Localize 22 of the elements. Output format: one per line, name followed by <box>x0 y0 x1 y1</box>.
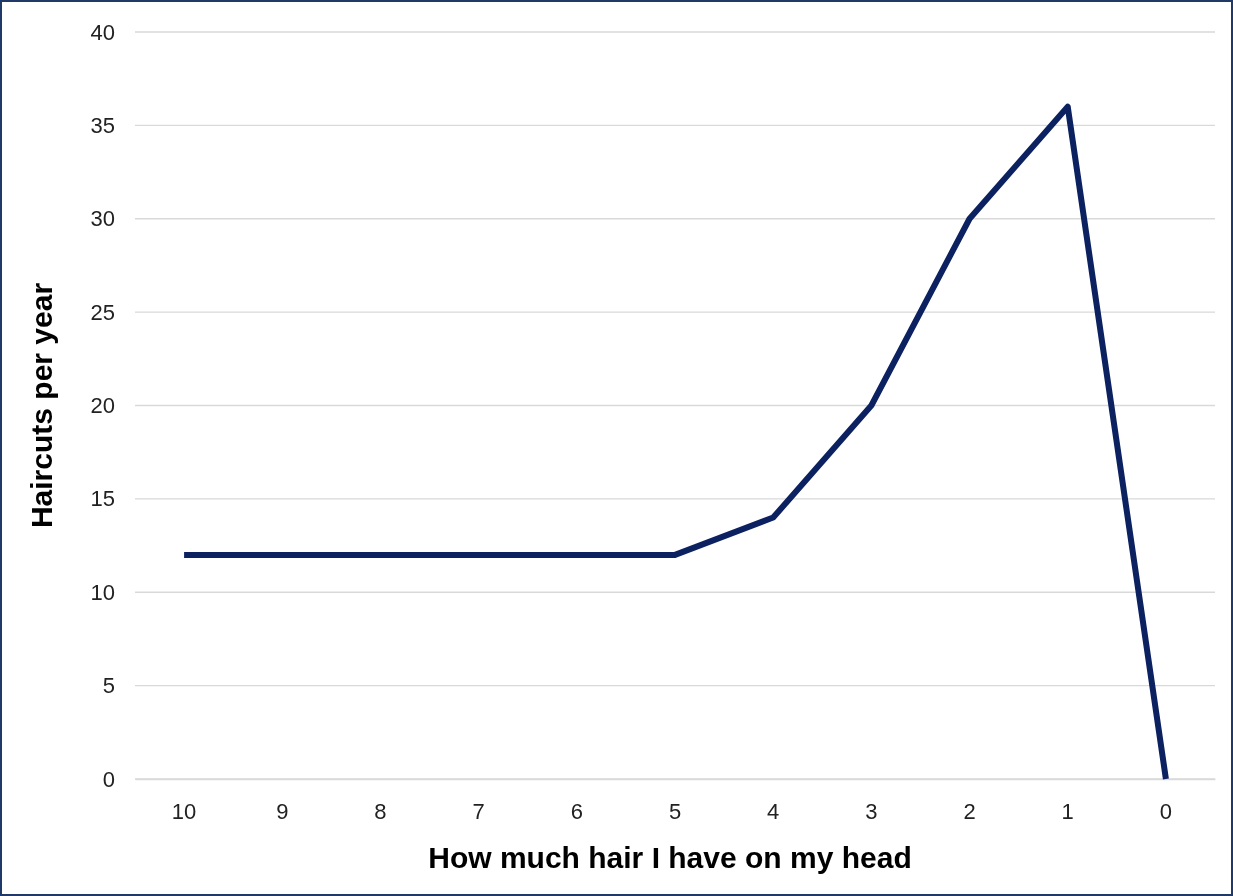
y-tick-label: 10 <box>90 579 115 605</box>
y-axis-title: Haircuts per year <box>25 282 58 529</box>
y-tick-label: 5 <box>102 673 115 699</box>
x-tick-label: 10 <box>171 798 197 824</box>
x-tick-label: 1 <box>1061 798 1074 824</box>
x-tick-label: 3 <box>865 798 878 824</box>
x-axis-title: How much hair I have on my head <box>428 841 912 874</box>
y-tick-label: 20 <box>90 393 115 419</box>
x-tick-label: 7 <box>472 798 485 824</box>
y-tick-label: 0 <box>102 766 115 792</box>
x-tick-label: 8 <box>374 798 387 824</box>
x-tick-label: 4 <box>767 798 780 824</box>
x-tick-label: 6 <box>570 798 583 824</box>
y-tick-label: 15 <box>90 486 115 512</box>
y-tick-label: 30 <box>90 206 115 232</box>
x-tick-label: 0 <box>1159 798 1173 824</box>
y-tick-label: 25 <box>90 299 115 325</box>
x-tick-label: 9 <box>276 798 289 824</box>
x-tick-label: 2 <box>963 798 976 824</box>
x-tick-label: 5 <box>668 798 682 824</box>
y-tick-label: 35 <box>90 112 115 138</box>
y-tick-label: 40 <box>90 19 115 45</box>
